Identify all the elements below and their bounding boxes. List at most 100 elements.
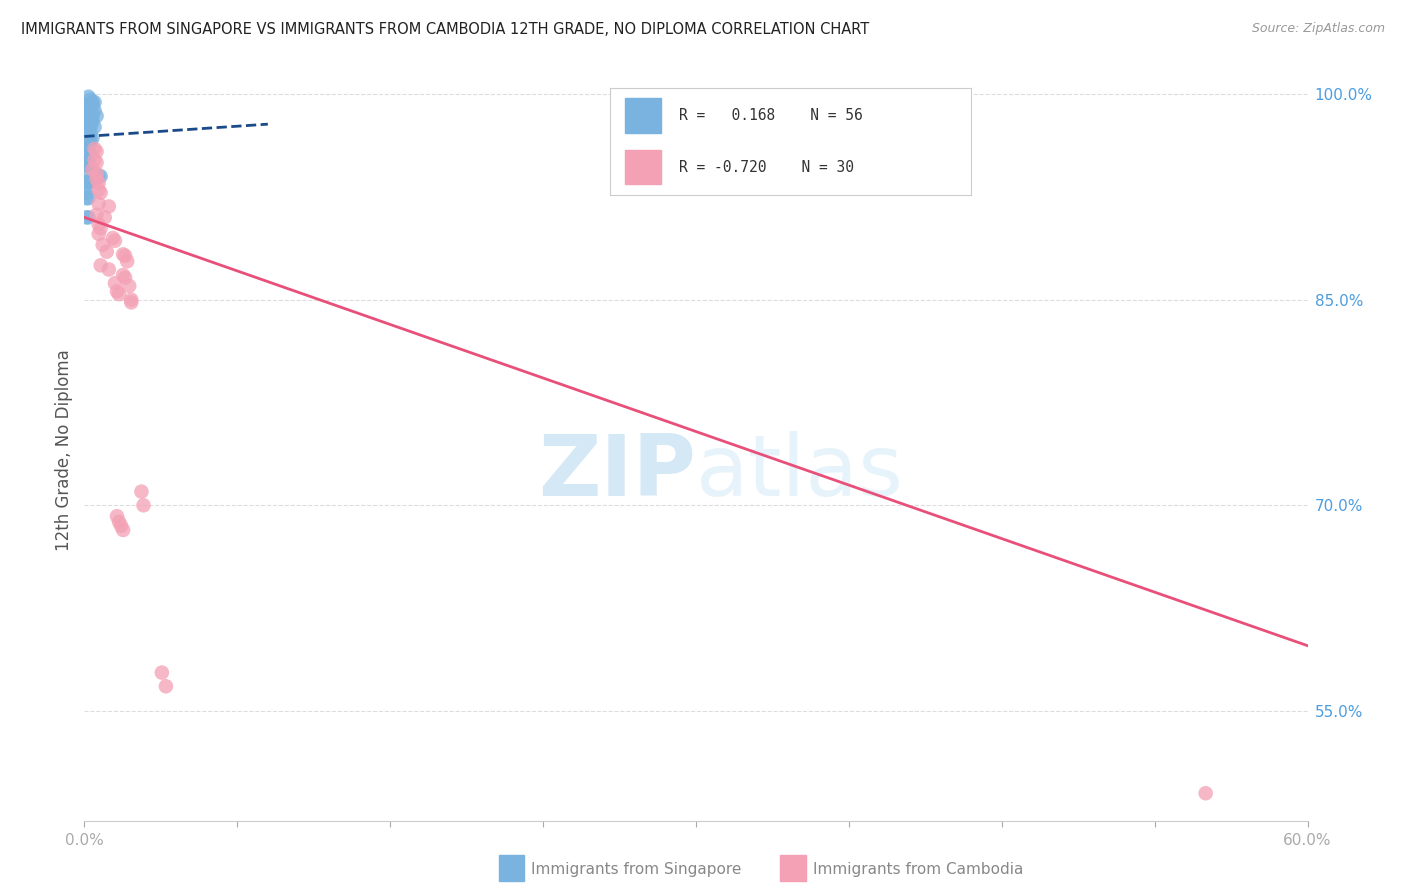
Point bbox=[79, 136, 101, 151]
Point bbox=[77, 142, 100, 156]
Point bbox=[75, 125, 97, 139]
Point bbox=[87, 227, 110, 241]
Point bbox=[118, 279, 141, 293]
Point bbox=[75, 114, 97, 128]
Point bbox=[104, 234, 127, 248]
Point bbox=[86, 109, 108, 123]
Point bbox=[87, 217, 110, 231]
Point bbox=[82, 162, 104, 177]
Point bbox=[77, 191, 100, 205]
Point bbox=[77, 98, 100, 112]
Point bbox=[79, 98, 101, 112]
Point bbox=[77, 103, 100, 118]
Point bbox=[75, 175, 97, 189]
Point bbox=[120, 293, 142, 307]
Point bbox=[75, 191, 97, 205]
Point bbox=[87, 183, 110, 197]
Text: Immigrants from Singapore: Immigrants from Singapore bbox=[531, 863, 742, 877]
Point bbox=[114, 249, 136, 263]
Point bbox=[86, 208, 108, 222]
Point bbox=[108, 515, 131, 529]
Point bbox=[131, 484, 153, 499]
Point bbox=[87, 169, 110, 184]
Point bbox=[79, 147, 101, 161]
Point bbox=[79, 125, 101, 139]
Point bbox=[155, 679, 177, 693]
Point bbox=[83, 120, 105, 134]
Point bbox=[75, 153, 97, 167]
Point bbox=[79, 131, 101, 145]
Point bbox=[86, 145, 108, 159]
Point bbox=[83, 153, 105, 167]
Point bbox=[77, 109, 100, 123]
Point bbox=[112, 523, 135, 537]
Point bbox=[77, 136, 100, 151]
Point bbox=[77, 153, 100, 167]
Point bbox=[75, 98, 97, 112]
Point bbox=[79, 114, 101, 128]
Point bbox=[75, 163, 97, 178]
Point bbox=[83, 142, 105, 156]
Text: Immigrants from Cambodia: Immigrants from Cambodia bbox=[813, 863, 1024, 877]
Point bbox=[75, 211, 97, 225]
Point bbox=[77, 114, 100, 128]
Point bbox=[79, 93, 101, 107]
Point bbox=[75, 109, 97, 123]
Point bbox=[96, 244, 118, 259]
Point bbox=[120, 295, 142, 310]
Point bbox=[90, 186, 112, 200]
Point bbox=[82, 109, 104, 123]
Point bbox=[77, 89, 100, 103]
Y-axis label: 12th Grade, No Diploma: 12th Grade, No Diploma bbox=[55, 350, 73, 551]
Point bbox=[77, 147, 100, 161]
Point bbox=[101, 231, 124, 245]
Point bbox=[77, 125, 100, 139]
Point bbox=[110, 519, 132, 533]
Point bbox=[105, 509, 128, 524]
Point bbox=[90, 259, 112, 273]
Point bbox=[82, 114, 104, 128]
Point bbox=[91, 237, 114, 252]
Point bbox=[75, 142, 97, 156]
Point bbox=[86, 155, 108, 169]
Point bbox=[86, 167, 108, 181]
Point bbox=[132, 498, 155, 512]
Text: ZIP: ZIP bbox=[538, 431, 696, 514]
Point bbox=[75, 136, 97, 151]
Point bbox=[82, 98, 104, 112]
Point bbox=[79, 103, 101, 118]
Point bbox=[82, 131, 104, 145]
Point bbox=[83, 95, 105, 110]
Point bbox=[112, 247, 135, 261]
Point bbox=[75, 186, 97, 200]
Point bbox=[105, 285, 128, 299]
Point bbox=[79, 109, 101, 123]
Point bbox=[87, 176, 110, 190]
Point bbox=[75, 158, 97, 172]
Point bbox=[90, 221, 112, 235]
Point bbox=[97, 199, 120, 213]
Point bbox=[77, 175, 100, 189]
Point bbox=[75, 131, 97, 145]
Point bbox=[75, 180, 97, 194]
Point bbox=[87, 196, 110, 211]
Point bbox=[115, 254, 138, 268]
Text: atlas: atlas bbox=[696, 431, 904, 514]
Point bbox=[83, 103, 105, 118]
Text: IMMIGRANTS FROM SINGAPORE VS IMMIGRANTS FROM CAMBODIA 12TH GRADE, NO DIPLOMA COR: IMMIGRANTS FROM SINGAPORE VS IMMIGRANTS … bbox=[21, 22, 869, 37]
Text: Source: ZipAtlas.com: Source: ZipAtlas.com bbox=[1251, 22, 1385, 36]
Point bbox=[150, 665, 173, 680]
Point bbox=[79, 120, 101, 134]
Point bbox=[77, 211, 100, 225]
Point bbox=[79, 175, 101, 189]
Point bbox=[93, 211, 117, 225]
Point bbox=[1195, 786, 1218, 800]
Point bbox=[112, 268, 135, 282]
Point bbox=[75, 103, 97, 118]
Point bbox=[108, 287, 131, 301]
Point bbox=[77, 158, 100, 172]
Point bbox=[77, 131, 100, 145]
Point bbox=[75, 120, 97, 134]
Point bbox=[77, 120, 100, 134]
Point bbox=[104, 276, 127, 290]
